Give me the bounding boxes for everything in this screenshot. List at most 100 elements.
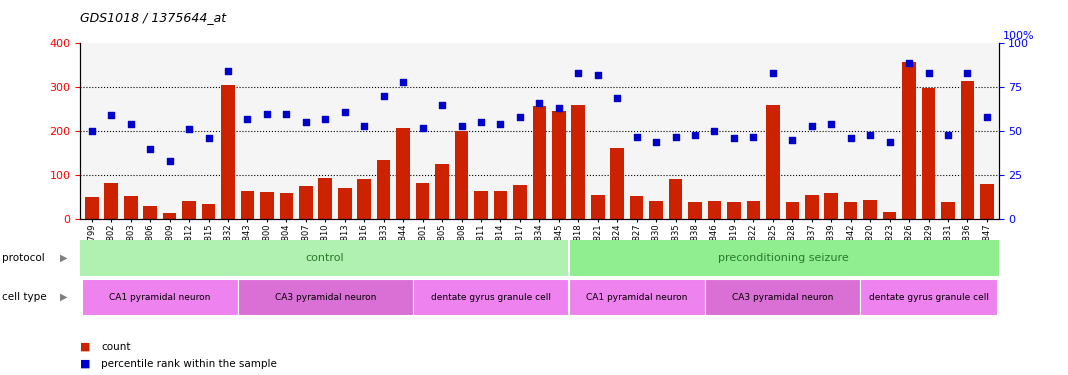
Bar	[824, 193, 838, 219]
Bar	[318, 177, 332, 219]
Bar	[705, 279, 861, 315]
Point	[278, 111, 295, 117]
Bar	[455, 131, 468, 219]
Point	[609, 95, 626, 101]
Point	[356, 123, 373, 129]
Bar	[844, 202, 858, 219]
Bar	[261, 192, 273, 219]
Text: CA3 pyramidal neuron: CA3 pyramidal neuron	[732, 292, 833, 302]
Point	[550, 105, 567, 111]
Bar	[493, 191, 507, 219]
Point	[200, 135, 217, 141]
Bar	[377, 160, 391, 219]
Bar	[280, 193, 294, 219]
Bar	[980, 184, 993, 219]
Point	[414, 125, 431, 131]
Bar	[571, 105, 585, 219]
Bar	[922, 88, 936, 219]
Point	[453, 123, 470, 129]
Point	[103, 112, 120, 118]
Text: protocol: protocol	[2, 253, 45, 263]
Point	[668, 134, 685, 140]
Bar	[805, 195, 818, 219]
Bar	[299, 186, 313, 219]
Text: dentate gyrus granule cell: dentate gyrus granule cell	[868, 292, 989, 302]
Point	[394, 79, 411, 85]
Bar	[688, 202, 702, 219]
Bar	[415, 183, 429, 219]
Bar	[513, 185, 527, 219]
Point	[628, 134, 645, 140]
Bar	[708, 201, 721, 219]
Point	[531, 100, 548, 106]
Point	[258, 111, 276, 117]
Bar	[124, 196, 138, 219]
Point	[959, 70, 976, 76]
Point	[492, 121, 509, 127]
Point	[862, 132, 879, 138]
Text: preconditioning seizure: preconditioning seizure	[718, 253, 849, 263]
Point	[803, 123, 820, 129]
Text: dentate gyrus granule cell: dentate gyrus granule cell	[430, 292, 551, 302]
Bar	[591, 195, 604, 219]
Text: ■: ■	[80, 359, 91, 369]
Text: count: count	[101, 342, 131, 352]
Bar	[568, 240, 999, 276]
Bar	[611, 147, 624, 219]
Point	[375, 93, 392, 99]
Point	[219, 68, 236, 74]
Point	[647, 139, 664, 145]
Bar	[413, 279, 568, 315]
Bar	[436, 164, 449, 219]
Text: CA1 pyramidal neuron: CA1 pyramidal neuron	[109, 292, 210, 302]
Bar	[785, 202, 799, 219]
Point	[590, 72, 607, 78]
Bar	[85, 197, 98, 219]
Point	[512, 114, 529, 120]
Point	[881, 139, 898, 145]
Text: 100%: 100%	[1003, 32, 1035, 41]
Point	[978, 114, 995, 120]
Text: ■: ■	[80, 342, 91, 352]
Bar	[902, 62, 916, 219]
Bar	[337, 188, 351, 219]
Bar	[238, 279, 413, 315]
Bar	[669, 179, 682, 219]
Bar	[240, 191, 254, 219]
Point	[784, 137, 801, 143]
Bar	[80, 240, 568, 276]
Bar	[183, 201, 195, 219]
Text: CA3 pyramidal neuron: CA3 pyramidal neuron	[274, 292, 376, 302]
Point	[822, 121, 839, 127]
Point	[122, 121, 139, 127]
Point	[569, 70, 586, 76]
Bar	[568, 279, 705, 315]
Bar	[105, 183, 119, 219]
Point	[180, 126, 198, 132]
Bar	[766, 105, 780, 219]
Point	[843, 135, 860, 141]
Bar	[143, 206, 157, 219]
Point	[687, 132, 704, 138]
Bar	[649, 201, 663, 219]
Point	[142, 146, 159, 152]
Point	[765, 70, 782, 76]
Point	[900, 60, 917, 66]
Point	[297, 119, 314, 125]
Text: ▶: ▶	[60, 253, 67, 263]
Point	[706, 128, 723, 134]
Bar	[883, 212, 896, 219]
Bar	[82, 279, 238, 315]
Text: CA1 pyramidal neuron: CA1 pyramidal neuron	[586, 292, 688, 302]
Point	[239, 116, 256, 122]
Bar	[941, 202, 955, 219]
Point	[317, 116, 334, 122]
Point	[83, 128, 100, 134]
Point	[161, 158, 178, 164]
Bar	[960, 81, 974, 219]
Point	[434, 102, 451, 108]
Bar	[202, 204, 216, 219]
Point	[744, 134, 761, 140]
Bar	[863, 200, 877, 219]
Point	[940, 132, 957, 138]
